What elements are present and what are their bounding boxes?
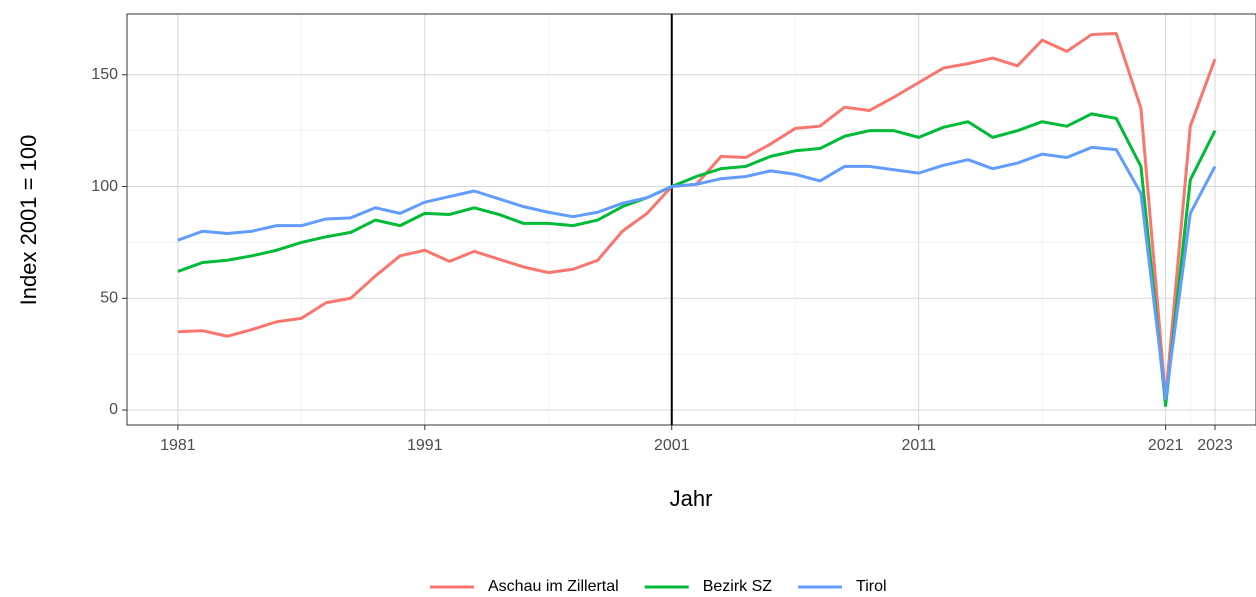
x-tick-label: 1991 [407,437,443,454]
y-tick-label: 50 [100,289,118,306]
legend-label: Tirol [856,578,887,595]
x-tick-label: 2011 [901,437,936,454]
x-tick-label: 2001 [654,437,690,454]
legend-label: Aschau im Zillertal [488,578,619,595]
legend-label: Bezirk SZ [703,578,773,595]
y-tick-label: 0 [109,401,118,418]
x-axis-label: Jahr [670,486,713,511]
x-tick-label: 2023 [1197,437,1233,454]
y-tick-label: 100 [91,178,118,195]
panel-border [126,13,1256,426]
y-axis-label: Index 2001 = 100 [16,135,41,306]
series-line [177,31,1217,401]
series-line [177,145,1217,401]
series-line [177,112,1217,408]
x-tick-label: 2021 [1148,437,1184,454]
x-tick-label: 1981 [160,437,196,454]
legend: Aschau im Zillertal Bezirk SZ Tirol [430,578,887,595]
y-tick-label: 150 [91,66,118,83]
